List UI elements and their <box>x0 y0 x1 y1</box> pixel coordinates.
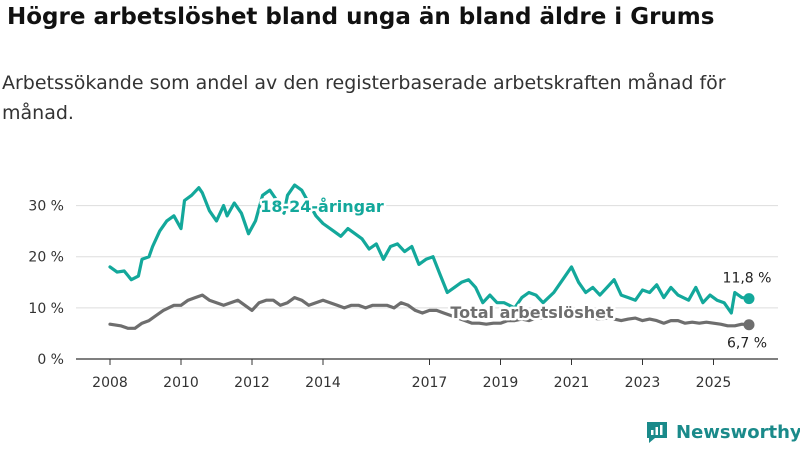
series-lines <box>108 183 755 331</box>
newsworthy-logo-text: Newsworthy <box>676 421 800 443</box>
y-axis-ticks: 0 % 10 % 20 % 30 % <box>28 199 64 368</box>
y-tick-label: 0 % <box>37 352 64 368</box>
newsworthy-logo-icon <box>647 422 667 443</box>
x-tick-label: 2021 <box>554 375 590 391</box>
y-tick-label: 20 % <box>28 250 64 266</box>
series-end-dot-0 <box>743 293 755 305</box>
x-axis: 2008 2010 2012 2014 2017 2019 2021 2023 2025 <box>92 359 731 391</box>
series-line-0 <box>108 183 751 315</box>
y-tick-label: 10 % <box>28 301 64 317</box>
x-tick-label: 2010 <box>163 375 199 391</box>
x-tick-label: 2017 <box>412 375 448 391</box>
x-tick-label: 2025 <box>696 375 732 391</box>
x-tick-label: 2008 <box>92 375 128 391</box>
y-tick-label: 30 % <box>28 199 64 215</box>
x-tick-label: 2012 <box>234 375 270 391</box>
chart-title: Högre arbetslöshet bland unga än bland ä… <box>7 4 715 30</box>
series-end-dot-1 <box>743 319 755 331</box>
series-label: Total arbetslöshet <box>450 303 614 322</box>
series-label: 18-24-åringar <box>260 197 384 216</box>
series-labels: 11,8 % 18-24-åringar 6,7 % Total arbetslösh… <box>258 195 772 352</box>
series-line-1 <box>108 293 751 330</box>
x-tick-label: 2014 <box>305 375 341 391</box>
series-end-label: 6,7 % <box>727 336 767 352</box>
chart-subtitle: Arbetssökande som andel av den registerb… <box>2 72 726 124</box>
newsworthy-logo: Newsworthy <box>645 420 800 444</box>
x-tick-label: 2019 <box>483 375 519 391</box>
x-tick-label: 2023 <box>625 375 661 391</box>
grid-lines <box>76 205 778 360</box>
series-end-label: 11,8 % <box>723 271 772 287</box>
